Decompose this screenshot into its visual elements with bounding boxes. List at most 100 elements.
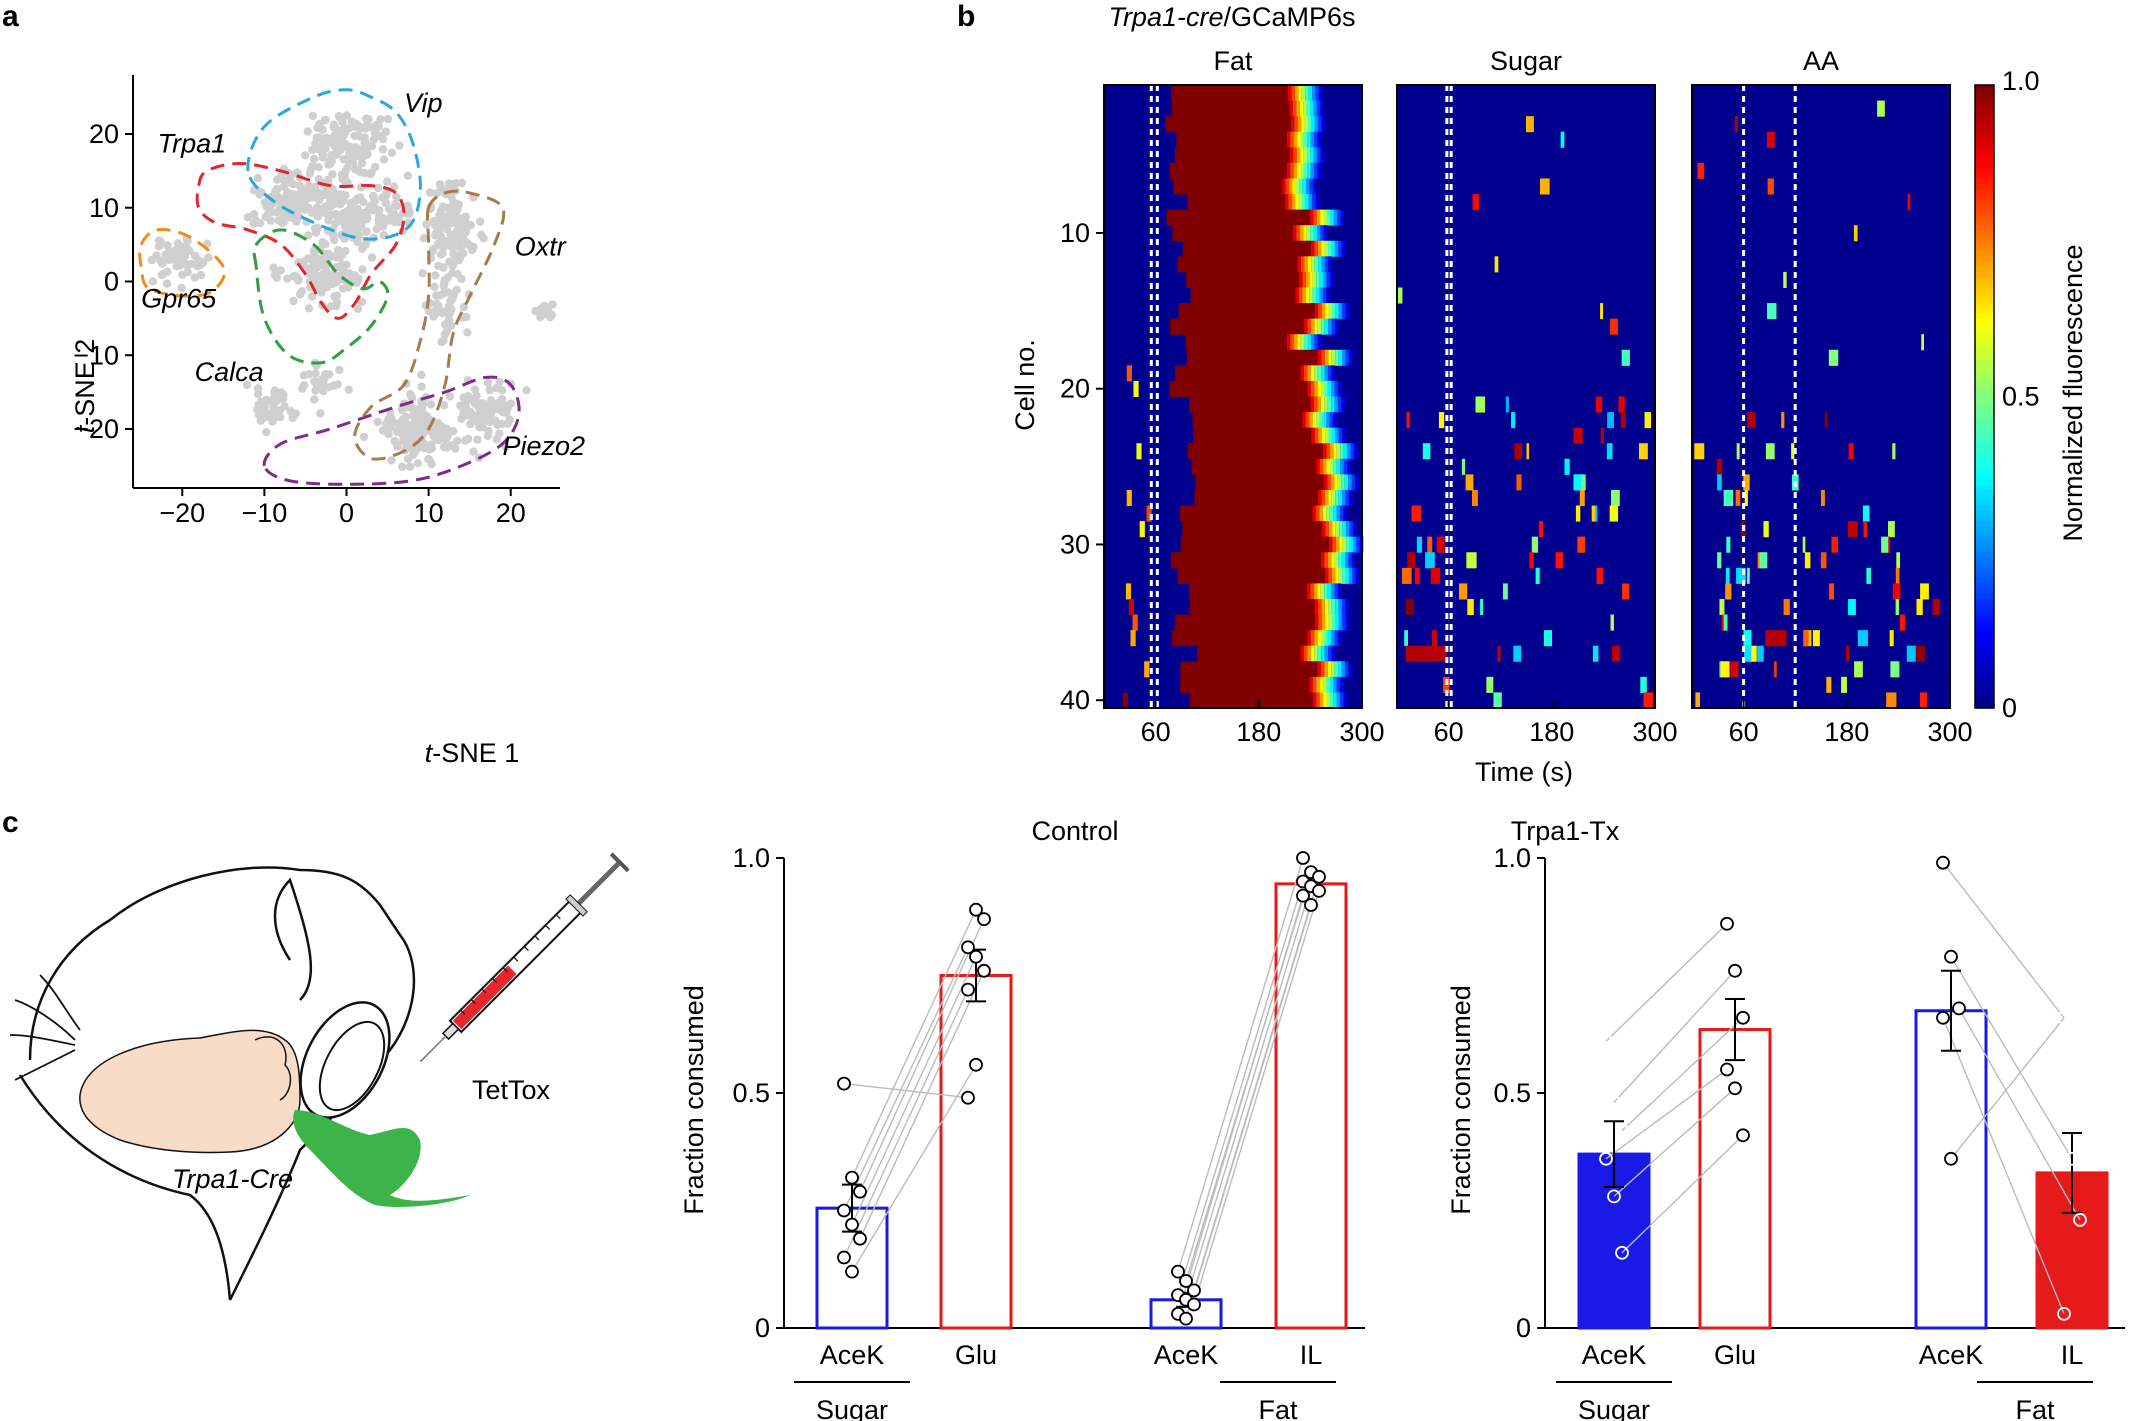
heatmap-cell-decay [1315, 194, 1320, 211]
heatmap-cell-decay [1324, 598, 1329, 616]
tsne-point [388, 416, 397, 425]
heatmap-cell-event [1857, 630, 1868, 647]
colorbar-segment [1975, 495, 1994, 501]
heatmap-cell-event [1735, 489, 1741, 507]
tsne-point [371, 204, 381, 213]
heatmap-cell-event [1577, 536, 1586, 553]
heatmap-cell-decay [1314, 334, 1318, 351]
heatmap-cell-decay [1301, 116, 1305, 133]
heatmap-cell-decay [1290, 162, 1294, 179]
tsne-point [344, 124, 354, 133]
tsne-point [402, 440, 411, 449]
heatmap-cell-decay [1312, 676, 1317, 693]
tsne-point [342, 111, 351, 120]
trpa1-tx-bar-chart: Trpa1-Tx Fraction consumed 0 0.5 1.0 AceK Gl… [1446, 816, 2125, 1421]
tsne-point [439, 263, 448, 272]
data-point [1187, 1283, 1201, 1298]
heatmap-cell-event [1593, 505, 1598, 522]
heatmap-cell-response [1191, 458, 1317, 475]
data-point [1599, 1151, 1613, 1166]
heatmap-cell-decay [1328, 427, 1332, 444]
heatmap-cell-event [1640, 676, 1647, 693]
heatmap-cell-decay [1286, 131, 1291, 148]
heatmap-cell-event [1610, 614, 1614, 631]
colorbar-segment [1975, 339, 1994, 346]
heatmap-cell-decay [1335, 536, 1340, 553]
tsne-point [310, 395, 319, 404]
heatmap-cell-decay [1289, 100, 1293, 117]
colorbar-segment [1975, 687, 1994, 694]
heatmap-cell-event [1575, 505, 1581, 522]
paired-line [851, 1064, 977, 1272]
heatmap-cell-response [1171, 85, 1289, 102]
heatmap-fat: Fat 60 180 300 10 20 30 40 [1060, 46, 1385, 747]
heatmap-cell-decay [1291, 194, 1296, 211]
heatmap-cell-decay [1342, 521, 1347, 538]
heatmap-cell-spont [1146, 505, 1152, 522]
tsne-point [483, 378, 493, 387]
heatmap-cell-event [1422, 443, 1431, 460]
heatmap-cell-event [1516, 474, 1522, 491]
heatmap-title: Trpa1-cre/GCaMP6s [1108, 2, 1355, 32]
heatmap-cell-decay [1331, 365, 1335, 382]
tsne-point [321, 144, 330, 153]
heatmap-cell-decay [1321, 521, 1326, 538]
heatmap-cell-decay [1326, 209, 1331, 226]
heatmap-cell-decay [1347, 458, 1351, 475]
heatmap-cell-decay [1319, 412, 1323, 429]
tsne-point [328, 186, 338, 195]
tsne-point [473, 435, 482, 444]
heatmap-cell-decay [1324, 240, 1329, 257]
heatmap-cell-decay [1335, 489, 1339, 507]
colorbar-segment [1975, 235, 1994, 242]
tsne-point [367, 253, 377, 262]
heatmap-cell-decay [1304, 256, 1308, 273]
heatmap-cell-decay [1286, 162, 1291, 179]
heatmap-cell-decay [1328, 598, 1332, 616]
heatmap-cell-decay [1329, 458, 1334, 475]
heatmap-cell-decay [1340, 692, 1344, 709]
heatmap-cell-decay [1342, 303, 1346, 320]
heatmap-cell-response [1190, 287, 1296, 304]
tsne-point [286, 407, 295, 416]
tsne-point [384, 204, 394, 214]
heatmap-cell-decay [1289, 147, 1294, 164]
tsne-point [403, 454, 413, 464]
tsne-point [393, 442, 402, 451]
heatmap-cell-decay [1333, 692, 1337, 709]
colorbar-segment [1975, 131, 1994, 138]
heatmap-cell-event [1890, 661, 1900, 678]
tsne-point [448, 293, 457, 302]
heatmap-cell-decay [1310, 225, 1314, 242]
tsne-point [378, 426, 388, 435]
heatmap-cell-decay [1310, 396, 1314, 413]
colorbar-segment [1975, 510, 1994, 517]
heatmap-cell-decay [1292, 100, 1297, 117]
group-label: Fat [1258, 1395, 1298, 1421]
cluster-outline-trpa1 [195, 161, 406, 320]
data-point [1187, 1297, 1201, 1312]
tsne-point [243, 213, 253, 222]
heatmap-cell-response [1192, 412, 1303, 429]
data-point [969, 949, 983, 964]
heatmap-cell-decay [1324, 583, 1328, 600]
colorbar-segment [1975, 593, 1994, 600]
tsne-point [392, 192, 401, 202]
heatmap-cell-decay [1349, 521, 1353, 538]
heatmap-cell-decay [1324, 489, 1329, 507]
heatmap-cell-decay [1316, 209, 1321, 226]
heatmap-cell-event [1620, 412, 1626, 429]
heatmap-cell-event [1526, 443, 1530, 460]
heatmap-cell-decay [1334, 583, 1338, 600]
heatmap-cell-decay [1293, 147, 1297, 164]
heatmap-cell-decay [1309, 412, 1313, 429]
heatmap-cell-decay [1321, 116, 1326, 133]
heatmap-cell-decay [1331, 567, 1336, 584]
bar-category-label: AceK [820, 1340, 885, 1370]
cluster-outline-gpr65 [138, 228, 227, 298]
heatmap-cell-decay [1338, 598, 1342, 616]
heatmap-cell-event [1531, 536, 1539, 553]
heatmap-cell-decay [1338, 614, 1343, 631]
heatmap-cell-event [1592, 645, 1599, 662]
heatmap-cell-decay [1316, 458, 1320, 475]
